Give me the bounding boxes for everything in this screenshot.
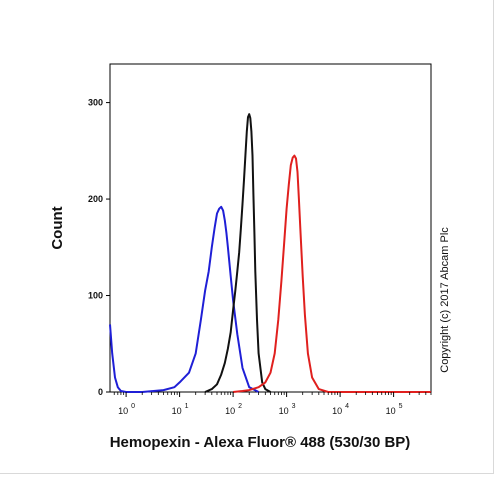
y-tick-label: 100	[88, 291, 103, 301]
x-axis-label: Hemopexin - Alexa Fluor® 488 (530/30 BP)	[110, 434, 411, 451]
x-tick-label: 10	[279, 406, 289, 416]
plot-area	[109, 63, 432, 393]
x-tick-exponent: 4	[345, 403, 349, 410]
x-tick-exponent: 5	[399, 403, 403, 410]
copyright-annotation: Copyright (c) 2017 Abcam Plc	[439, 227, 451, 373]
image-frame	[0, 0, 494, 474]
x-tick-label: 10	[118, 406, 128, 416]
y-axis-label: Count	[49, 206, 66, 249]
y-tick-label: 300	[88, 98, 103, 108]
x-tick-label: 10	[225, 406, 235, 416]
series-line-0	[109, 205, 260, 393]
series-line-1	[204, 113, 271, 393]
plot-frame	[109, 63, 432, 393]
series-line-2	[232, 154, 431, 393]
x-tick-exponent: 2	[238, 403, 242, 410]
y-axis: 0 100 200 300	[88, 98, 110, 397]
y-tick-label: 200	[88, 194, 103, 204]
x-tick-label: 10	[172, 406, 182, 416]
x-tick-exponent: 3	[292, 403, 296, 410]
x-axis: 10 0 10 1 10 2 10 3 10 4 10 5	[113, 392, 432, 416]
y-tick-label: 0	[98, 387, 103, 397]
x-tick-label: 10	[386, 406, 396, 416]
x-tick-label: 10	[332, 406, 342, 416]
x-tick-exponent: 0	[131, 403, 135, 410]
x-tick-exponent: 1	[185, 403, 189, 410]
